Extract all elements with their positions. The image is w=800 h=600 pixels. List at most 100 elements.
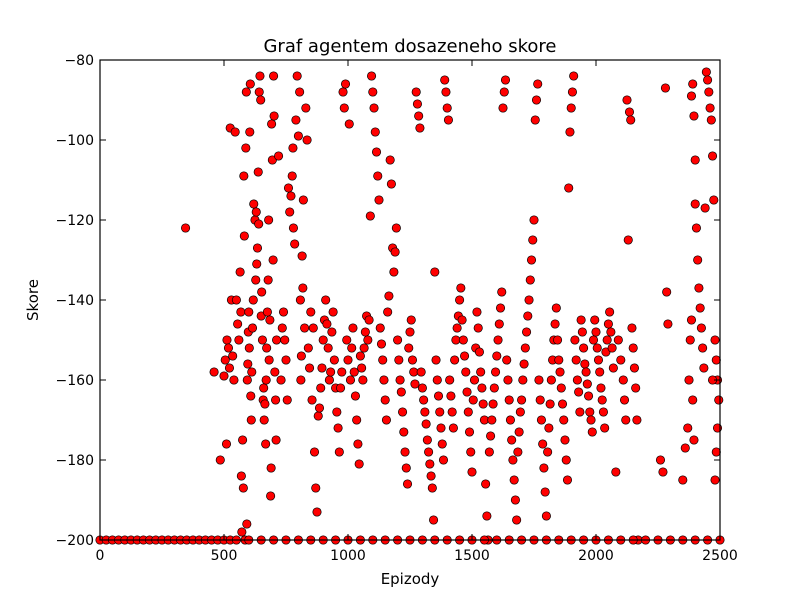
data-point (478, 399, 488, 409)
data-point (528, 235, 538, 245)
data-point (290, 239, 300, 249)
data-point (230, 127, 240, 137)
data-point (238, 483, 248, 493)
chart-title: Graf agentem dosazeneho skore (263, 36, 556, 57)
data-point (256, 95, 266, 105)
data-point (239, 231, 249, 241)
data-point (616, 355, 626, 365)
data-point (411, 87, 421, 97)
data-point (577, 327, 587, 337)
data-point (466, 447, 476, 457)
data-point (363, 335, 373, 345)
data-point (300, 323, 310, 333)
data-point (463, 407, 473, 417)
data-point (513, 447, 523, 457)
data-point (710, 475, 720, 485)
data-point (298, 195, 308, 205)
data-point (622, 95, 632, 105)
data-point (247, 323, 258, 333)
data-point (421, 419, 431, 429)
data-point (261, 375, 271, 385)
data-point (440, 75, 450, 85)
data-point (318, 335, 328, 345)
data-point (248, 295, 258, 305)
data-point (394, 355, 404, 365)
data-point (660, 83, 670, 93)
data-point (445, 375, 455, 385)
data-point (305, 363, 315, 373)
data-point (416, 367, 426, 377)
data-point (367, 71, 377, 81)
data-point (283, 183, 294, 193)
data-point (429, 515, 439, 525)
x-axis: 0 500 1000 1500 2000 2500 (96, 60, 738, 564)
data-point (627, 323, 637, 333)
y-tick-label: −180 (56, 453, 94, 469)
data-point (605, 307, 615, 317)
data-point (323, 343, 333, 353)
data-point (280, 335, 290, 345)
data-point (257, 335, 267, 345)
data-point (683, 423, 693, 433)
data-point (308, 323, 318, 333)
data-point (241, 87, 251, 97)
data-point (686, 315, 697, 325)
data-point (337, 367, 347, 377)
data-point (353, 439, 363, 449)
data-point (691, 223, 701, 233)
data-point (580, 359, 590, 369)
data-point (693, 255, 703, 265)
data-point (526, 255, 537, 265)
data-point (559, 415, 569, 425)
data-point (261, 439, 271, 449)
data-point (536, 415, 546, 425)
data-point (278, 307, 289, 317)
data-point (257, 287, 267, 297)
data-point (357, 363, 367, 373)
data-point (344, 119, 354, 129)
data-point (523, 311, 533, 321)
data-point (420, 407, 430, 417)
data-point (181, 223, 191, 233)
data-point (487, 415, 497, 425)
data-point (566, 103, 576, 113)
data-point (274, 151, 284, 161)
data-point (441, 87, 451, 97)
data-point (253, 167, 263, 177)
data-point (297, 251, 307, 261)
data-point (352, 415, 362, 425)
data-point (407, 355, 418, 365)
data-point (586, 415, 596, 425)
data-point (414, 111, 424, 121)
data-point (658, 467, 668, 477)
data-point (436, 423, 446, 433)
y-tick-label: −200 (56, 533, 94, 549)
data-point (571, 355, 581, 365)
data-point (570, 335, 580, 345)
data-point (500, 75, 511, 85)
data-point (251, 275, 261, 285)
data-point (316, 383, 326, 393)
data-point (399, 427, 409, 437)
data-point (581, 367, 591, 377)
data-point (694, 283, 704, 293)
data-point (262, 343, 272, 353)
data-point (391, 223, 401, 233)
data-point (709, 195, 719, 205)
data-point (515, 407, 525, 417)
data-point (557, 399, 568, 409)
data-point (393, 335, 403, 345)
data-point (249, 199, 259, 209)
data-point (575, 407, 585, 417)
data-point (514, 427, 524, 437)
data-point (618, 375, 628, 385)
data-point (507, 435, 517, 445)
data-point (369, 103, 379, 113)
data-point (574, 387, 584, 397)
data-point (448, 423, 458, 433)
data-point (235, 267, 245, 277)
data-point (597, 395, 607, 405)
data-point (535, 395, 545, 405)
data-point (343, 355, 353, 365)
data-point (251, 207, 261, 217)
